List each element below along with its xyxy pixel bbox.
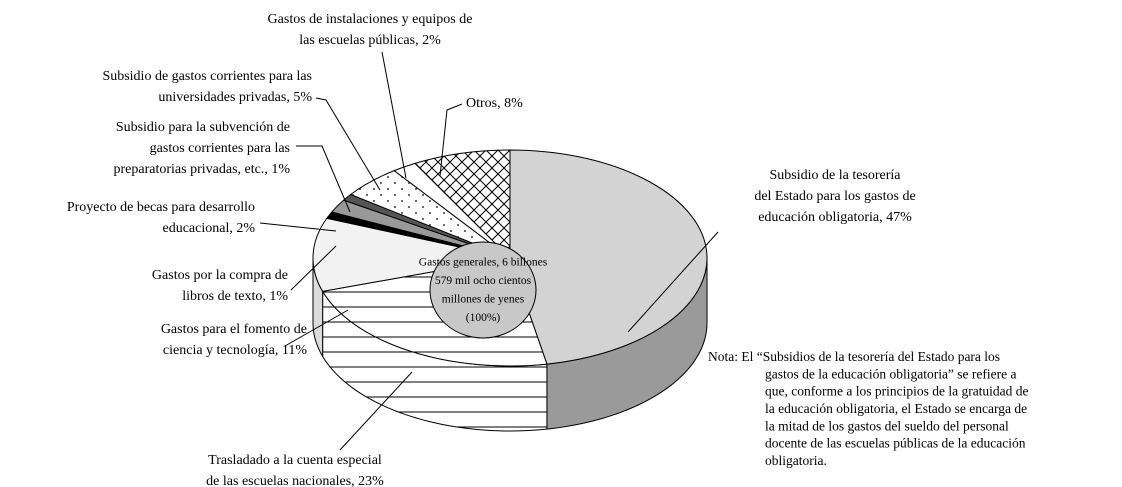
slice-label: preparatorias privadas, etc., 1%	[114, 162, 291, 177]
note: obligatoria.	[765, 453, 827, 468]
slice-label: Subsidio para la subvención de	[116, 120, 290, 135]
slice-label: universidades privadas, 5%	[158, 90, 312, 105]
slice-label: educacional, 2%	[162, 221, 255, 236]
leader-line	[290, 245, 337, 291]
leader-line	[315, 97, 381, 191]
leader-line	[296, 145, 351, 213]
leader-line	[627, 231, 719, 333]
center-label: 579 mil ocho cientos	[435, 275, 532, 287]
slice-label: Gastos para el fomento de	[161, 322, 307, 337]
slice-label: Proyecto de becas para desarrollo	[67, 200, 255, 215]
slice-label: Gastos de instalaciones y equipos de	[268, 12, 473, 27]
slice-label: del Estado para los gastos de	[754, 189, 915, 204]
note: Nota: El “Subsidios de la tesorería del …	[708, 349, 1000, 364]
slice-label: gastos corrientes para las	[150, 141, 290, 156]
leader-line	[259, 222, 337, 232]
center-label: millones de yenes	[442, 294, 525, 306]
slice-label: las escuelas públicas, 2%	[299, 33, 441, 48]
pie-slice	[414, 149, 511, 260]
slice-label: Subsidio de gastos corrientes para las	[102, 69, 312, 84]
slice-label: Subsidio de la tesorería	[769, 168, 901, 183]
leader-line	[381, 51, 407, 179]
center-label: (100%)	[466, 312, 501, 324]
slice-label: educación obligatoria, 47%	[758, 210, 912, 225]
slice-label: de las escuelas nacionales, 23%	[206, 474, 384, 487]
note: que, conforme a los principios de la gra…	[765, 384, 1029, 399]
slice-label: Trasladado a la cuenta especial	[208, 453, 382, 468]
slice-label: ciencia y tecnología, 11%	[163, 343, 307, 358]
pie-slice	[312, 217, 511, 292]
center-label: Gastos generales, 6 billones	[419, 257, 548, 269]
leader-line	[439, 103, 463, 177]
center-ellipse	[429, 241, 537, 339]
note: gastos de la educación obligatoria” se r…	[765, 366, 1017, 381]
leader-line	[339, 371, 413, 451]
leader-line	[284, 309, 349, 347]
slice-label: libros de texto, 1%	[182, 289, 288, 304]
note: docente de las escuelas públicas de la e…	[765, 436, 1026, 451]
pie-slice	[509, 149, 708, 365]
note: la mitad de los gastos del sueldo del pe…	[765, 418, 1009, 433]
note: la educación obligatoria, el Estado se e…	[765, 401, 1027, 416]
slice-label: Otros, 8%	[466, 96, 523, 111]
slice-label: Gastos por la compra de	[152, 268, 288, 283]
